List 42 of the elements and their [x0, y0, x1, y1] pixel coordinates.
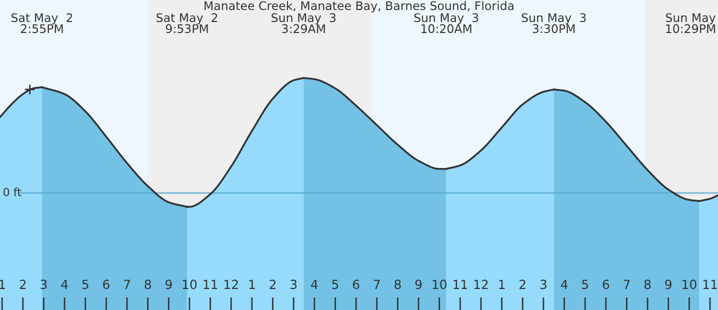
x-tick-label: 2 — [20, 280, 26, 289]
x-tick-label: 7 — [624, 280, 630, 289]
x-tick-label: 1 — [499, 280, 505, 289]
x-tick-label: 6 — [602, 280, 610, 290]
x-tick-label: 8 — [394, 280, 401, 290]
x-tick-label: 8 — [144, 280, 151, 290]
x-tick-label: 7 — [124, 280, 130, 289]
x-tick-label: 10 — [182, 280, 197, 290]
x-tick-label: 7 — [374, 280, 380, 289]
x-tick-label: 9 — [165, 280, 172, 290]
x-tick-label: 3 — [40, 280, 47, 290]
x-tick-label: 8 — [644, 280, 651, 290]
x-tick-label: 1 — [249, 280, 255, 289]
x-tick-label: 10 — [682, 280, 696, 290]
x-tick-label: 9 — [665, 280, 672, 290]
ref-line-label: 0 ft — [4, 188, 22, 196]
x-tick-label: 5 — [582, 280, 588, 290]
x-tick-label: 4 — [61, 280, 68, 289]
x-tick-label: 2 — [270, 280, 276, 289]
x-tick-label: 12 — [474, 280, 488, 289]
x-tick-label: 5 — [332, 280, 338, 290]
x-tick-label: 2 — [520, 280, 526, 289]
text: Sun May 3 3:30PM — [522, 13, 586, 34]
x-tick-label: 12 — [224, 280, 238, 289]
text: Sun May 3 3:29AM — [272, 13, 336, 34]
text: Sat May 2 2:55PM — [12, 13, 72, 34]
x-tick-label: 11 — [703, 280, 717, 289]
x-tick-label: 6 — [103, 280, 110, 290]
x-tick-label: 3 — [540, 280, 546, 290]
x-tick-label: 6 — [352, 280, 360, 290]
x-tick-label: 5 — [82, 280, 88, 290]
x-tick-label: 10 — [432, 280, 446, 290]
chart-title: Manatee Creek, Manatee Bay, Barnes Sound, Florida — [204, 1, 514, 12]
x-tick-label: 3 — [290, 280, 297, 290]
text: Sat May 2 9:53PM — [156, 13, 218, 34]
x-tick-label: 4 — [311, 280, 318, 289]
x-tick-label: 9 — [415, 280, 422, 290]
x-tick-label: 4 — [560, 280, 568, 289]
text: Sun May 3 10:20AM — [414, 13, 478, 34]
x-tick-label: 11 — [454, 280, 467, 289]
text: Sun May 10:29PM — [666, 13, 716, 34]
x-tick-label: 11 — [204, 280, 218, 289]
